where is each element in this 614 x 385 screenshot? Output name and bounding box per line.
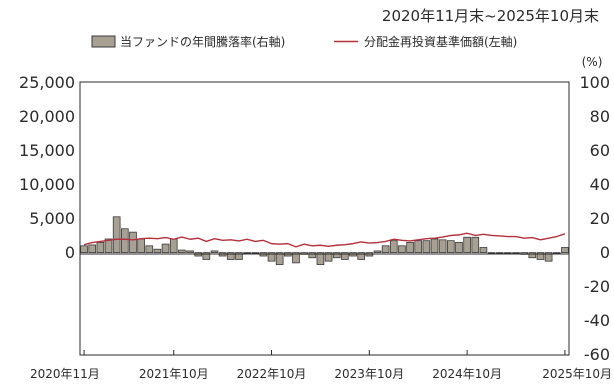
- bar: [267, 252, 276, 262]
- x-tick-label: 2021年10月: [139, 367, 209, 381]
- bar: [332, 252, 341, 259]
- legend-bar-label: 当ファンドの年間騰落率(右軸): [120, 34, 285, 49]
- bar: [235, 252, 243, 260]
- x-tick-label: 2020年11月: [30, 367, 100, 381]
- bar: [446, 240, 455, 254]
- line-series: [83, 232, 566, 248]
- bar: [96, 241, 105, 254]
- right-axis-unit: (%): [582, 55, 603, 69]
- bar: [226, 252, 235, 260]
- legend: 当ファンドの年間騰落率(右軸) 分配金再投資基準価額(左軸): [91, 34, 517, 49]
- bar: [479, 247, 488, 254]
- bar: [178, 249, 186, 254]
- bar-series: [80, 216, 569, 265]
- bar: [275, 252, 284, 265]
- bar: [202, 252, 211, 260]
- bar: [463, 236, 471, 254]
- right-tick-label: -60: [584, 345, 610, 364]
- bar: [186, 250, 194, 254]
- chart-subtitle: 2020年11月末~2025年10月末: [382, 7, 599, 25]
- bar: [137, 238, 145, 254]
- bar: [169, 238, 178, 254]
- bar: [438, 239, 447, 254]
- bar: [210, 250, 219, 254]
- x-tick-label: 2023年10月: [334, 367, 404, 381]
- right-axis-ticks: 100 80 60 40 20 0 -20 -40 -60: [579, 73, 610, 364]
- bar: [129, 231, 137, 254]
- bar: [308, 252, 317, 259]
- left-tick-label: 15,000: [19, 141, 75, 160]
- legend-line-label: 分配金再投資基準価額(左軸): [364, 34, 517, 49]
- right-tick-label: 0: [600, 243, 610, 262]
- right-tick-label: 80: [590, 107, 610, 126]
- bar: [430, 238, 439, 254]
- x-axis-ticks: 2020年11月 2021年10月 2022年10月 2023年10月 2024年10月…: [30, 350, 612, 381]
- x-tick-label: 2022年10月: [237, 367, 307, 381]
- bar: [389, 240, 398, 254]
- plot-frame: [79, 81, 570, 356]
- bar: [495, 252, 504, 254]
- bar: [561, 247, 569, 254]
- bar: [316, 252, 325, 265]
- bar: [153, 248, 162, 254]
- bar: [145, 245, 154, 254]
- bar: [544, 252, 553, 262]
- right-tick-label: 40: [590, 175, 610, 194]
- left-tick-label: 10,000: [19, 175, 75, 194]
- bar: [414, 240, 423, 254]
- bar: [243, 252, 251, 254]
- bar: [487, 252, 496, 254]
- bar: [504, 252, 512, 254]
- legend-bar-swatch: [91, 35, 116, 48]
- right-tick-label: -20: [584, 277, 610, 296]
- left-tick-label: 25,000: [19, 73, 75, 92]
- bar: [104, 238, 113, 254]
- left-axis-ticks: 25,000 20,000 15,000 10,000 5,000 0: [19, 73, 75, 262]
- x-tick-label: 2025年10月: [542, 367, 612, 381]
- nav-line: [83, 232, 566, 248]
- left-tick-label: 0: [65, 243, 75, 262]
- left-tick-label: 5,000: [29, 209, 75, 228]
- x-tick-label: 2024年10月: [432, 367, 502, 381]
- bar: [512, 252, 520, 254]
- right-tick-label: -40: [584, 311, 610, 330]
- bar: [161, 243, 170, 254]
- bar: [398, 245, 406, 254]
- left-tick-label: 20,000: [19, 107, 75, 126]
- bar: [373, 250, 382, 254]
- bar: [471, 236, 480, 254]
- bar: [80, 245, 88, 254]
- right-tick-label: 20: [590, 209, 610, 228]
- right-tick-label: 100: [579, 73, 610, 92]
- bar: [121, 228, 129, 254]
- bar: [357, 252, 365, 260]
- bar: [552, 252, 561, 254]
- right-tick-label: 60: [590, 141, 610, 160]
- bar: [528, 252, 537, 259]
- bar: [251, 252, 260, 254]
- bar: [381, 245, 390, 254]
- bar: [324, 252, 333, 262]
- bar: [341, 252, 349, 260]
- bar: [455, 241, 463, 254]
- bar: [422, 240, 431, 254]
- bar: [536, 252, 545, 260]
- bar: [112, 216, 121, 254]
- bar: [88, 244, 97, 254]
- bar: [292, 252, 300, 264]
- bar: [406, 241, 414, 254]
